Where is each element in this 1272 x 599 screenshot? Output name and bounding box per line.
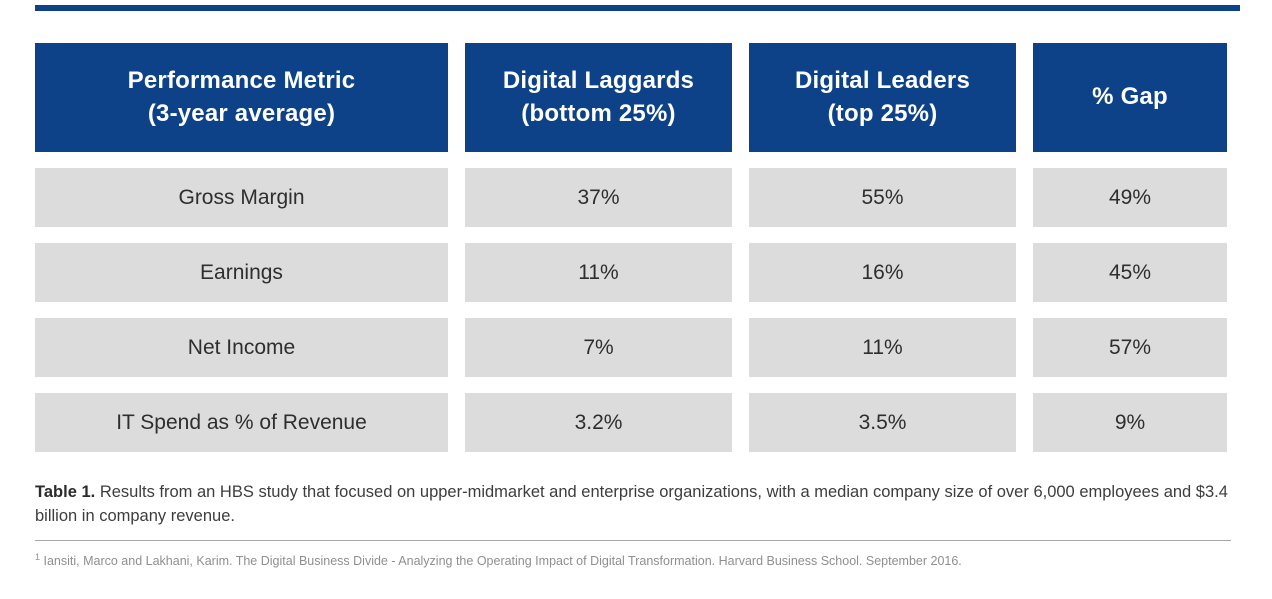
column-header-performance-metric: Performance Metric (3-year average) bbox=[35, 43, 448, 152]
gap-value-cell: 9% bbox=[1033, 393, 1227, 452]
metric-cell: Gross Margin bbox=[35, 168, 448, 227]
gap-value-cell: 49% bbox=[1033, 168, 1227, 227]
top-accent-bar bbox=[35, 5, 1240, 11]
leaders-value-cell: 11% bbox=[749, 318, 1016, 377]
footnote-marker: 1 bbox=[35, 551, 41, 562]
metric-cell: IT Spend as % of Revenue bbox=[35, 393, 448, 452]
metric-cell: Net Income bbox=[35, 318, 448, 377]
footnote-text: Iansiti, Marco and Lakhani, Karim. The D… bbox=[43, 554, 962, 568]
metric-cell: Earnings bbox=[35, 243, 448, 302]
performance-comparison-table: Performance Metric (3-year average) Digi… bbox=[35, 43, 1227, 452]
gap-value-cell: 57% bbox=[1033, 318, 1227, 377]
caption-text: Results from an HBS study that focused o… bbox=[35, 483, 1228, 525]
header-line-2: (bottom 25%) bbox=[521, 99, 676, 127]
header-line-1: Digital Laggards bbox=[502, 67, 695, 95]
citation-footnote: 1 Iansiti, Marco and Lakhani, Karim. The… bbox=[35, 551, 1229, 570]
leaders-value-cell: 16% bbox=[749, 243, 1016, 302]
gap-value-cell: 45% bbox=[1033, 243, 1227, 302]
leaders-value-cell: 3.5% bbox=[749, 393, 1016, 452]
column-header-pct-gap: % Gap bbox=[1033, 43, 1227, 152]
column-header-digital-laggards: Digital Laggards (bottom 25%) bbox=[465, 43, 732, 152]
leaders-value-cell: 55% bbox=[749, 168, 1016, 227]
header-line-1: Performance Metric bbox=[127, 67, 356, 95]
header-line-2: (top 25%) bbox=[827, 99, 938, 127]
laggards-value-cell: 3.2% bbox=[465, 393, 732, 452]
caption-label: Table 1. bbox=[35, 483, 96, 501]
footnote-divider-rule bbox=[35, 540, 1231, 541]
header-line-1: % Gap bbox=[1092, 83, 1168, 111]
column-header-digital-leaders: Digital Leaders (top 25%) bbox=[749, 43, 1016, 152]
laggards-value-cell: 11% bbox=[465, 243, 732, 302]
laggards-value-cell: 37% bbox=[465, 168, 732, 227]
table-caption: Table 1. Results from an HBS study that … bbox=[35, 480, 1229, 528]
laggards-value-cell: 7% bbox=[465, 318, 732, 377]
header-line-1: Digital Leaders bbox=[794, 67, 971, 95]
header-line-2: (3-year average) bbox=[147, 99, 336, 127]
